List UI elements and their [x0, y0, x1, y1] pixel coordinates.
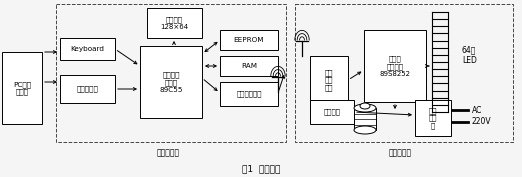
Text: 移动控制器: 移动控制器	[157, 148, 180, 157]
Text: 单片机控
制电路
89C55: 单片机控 制电路 89C55	[159, 71, 183, 93]
Bar	[140, 46, 202, 118]
Ellipse shape	[360, 103, 370, 109]
Bar	[147, 8, 202, 38]
Bar	[56, 4, 286, 142]
Text: AC
220V: AC 220V	[472, 106, 492, 126]
Ellipse shape	[354, 104, 376, 112]
Text: Keyboard: Keyboard	[70, 46, 104, 52]
Bar	[364, 30, 426, 102]
Text: 单片机
控制电路
89S8252: 单片机 控制电路 89S8252	[379, 55, 410, 77]
Bar	[295, 4, 513, 142]
Text: 串口收发器: 串口收发器	[77, 86, 99, 92]
Bar	[310, 100, 354, 124]
Bar	[60, 38, 115, 60]
Bar	[415, 100, 451, 136]
Text: 图1  硬件框图: 图1 硬件框图	[242, 164, 280, 173]
Text: 自制电刷: 自制电刷	[324, 109, 340, 115]
Bar	[60, 75, 115, 103]
Bar	[2, 52, 42, 124]
Text: EEPROM: EEPROM	[234, 37, 264, 43]
Bar	[220, 82, 278, 106]
Bar	[220, 30, 278, 50]
Text: 64位
LED: 64位 LED	[462, 45, 477, 65]
Text: 直流
调速
器: 直流 调速 器	[429, 107, 437, 129]
Bar	[220, 56, 278, 76]
Text: RAM: RAM	[241, 63, 257, 69]
Ellipse shape	[354, 126, 376, 134]
Text: PC机表
模软件: PC机表 模软件	[13, 81, 31, 95]
Text: 无线
接收
模块: 无线 接收 模块	[325, 69, 333, 91]
Text: 显示屏部分: 显示屏部分	[388, 148, 411, 157]
Bar	[354, 108, 376, 130]
Text: 液晶显示
128×64: 液晶显示 128×64	[160, 16, 188, 30]
Bar	[310, 56, 348, 104]
Text: 无线发送模块: 无线发送模块	[236, 91, 262, 97]
